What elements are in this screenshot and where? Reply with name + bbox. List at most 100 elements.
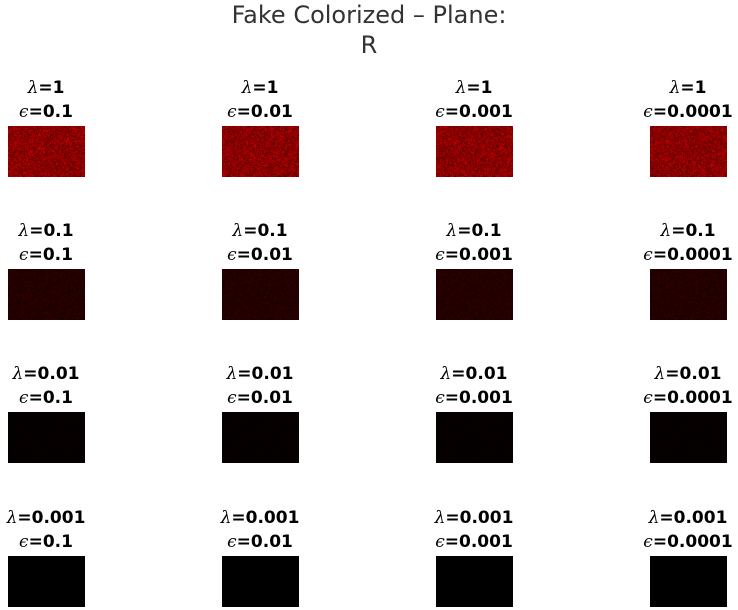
noise-tile <box>8 126 85 177</box>
lambda-equals: = <box>38 78 53 98</box>
epsilon-value: 0.01 <box>250 245 293 265</box>
epsilon-symbol: ϵ <box>435 102 445 122</box>
epsilon-equals: = <box>444 532 459 552</box>
epsilon-label: ϵ=0.0001 <box>643 388 732 408</box>
epsilon-equals: = <box>444 245 459 265</box>
noise-tile <box>8 269 85 320</box>
lambda-equals: = <box>17 508 32 528</box>
lambda-value: 0.001 <box>459 508 514 528</box>
lambda-symbol: λ <box>455 78 467 98</box>
noise-tile <box>222 412 299 463</box>
epsilon-symbol: ϵ <box>435 245 445 265</box>
lambda-symbol: λ <box>440 364 452 384</box>
lambda-value: 1 <box>266 78 279 98</box>
lambda-value: 0.001 <box>31 508 86 528</box>
noise-tile <box>650 556 727 607</box>
lambda-label: λ=1 <box>242 78 279 98</box>
lambda-label: λ=1 <box>670 78 707 98</box>
lambda-equals: = <box>451 364 466 384</box>
epsilon-symbol: ϵ <box>19 102 29 122</box>
epsilon-value: 0.1 <box>42 245 73 265</box>
epsilon-label: ϵ=0.01 <box>227 102 293 122</box>
epsilon-value: 0.001 <box>459 388 513 408</box>
lambda-equals: = <box>29 221 44 241</box>
lambda-symbol: λ <box>669 78 681 98</box>
epsilon-symbol: ϵ <box>227 532 237 552</box>
epsilon-symbol: ϵ <box>643 245 653 265</box>
epsilon-equals: = <box>28 388 43 408</box>
noise-tile <box>436 412 513 463</box>
lambda-symbol: λ <box>660 221 672 241</box>
lambda-symbol: λ <box>654 364 666 384</box>
epsilon-equals: = <box>236 245 251 265</box>
lambda-value: 0.001 <box>245 508 300 528</box>
epsilon-label: ϵ=0.01 <box>227 245 293 265</box>
lambda-label: λ=0.01 <box>13 364 80 384</box>
epsilon-value: 0.01 <box>250 388 293 408</box>
lambda-label: λ=0.01 <box>655 364 722 384</box>
epsilon-equals: = <box>28 102 43 122</box>
lambda-equals: = <box>680 78 695 98</box>
epsilon-value: 0.0001 <box>667 532 733 552</box>
title-line-2: R <box>360 31 378 59</box>
epsilon-label: ϵ=0.0001 <box>643 532 732 552</box>
lambda-equals: = <box>252 78 267 98</box>
epsilon-equals: = <box>444 388 459 408</box>
lambda-equals: = <box>665 364 680 384</box>
lambda-value: 0.001 <box>673 508 728 528</box>
epsilon-value: 0.1 <box>42 388 73 408</box>
epsilon-equals: = <box>652 388 668 408</box>
epsilon-equals: = <box>236 102 251 122</box>
epsilon-value: 0.1 <box>42 532 73 552</box>
lambda-equals: = <box>466 78 481 98</box>
epsilon-symbol: ϵ <box>435 532 445 552</box>
noise-tile <box>8 412 85 463</box>
lambda-value: 0.1 <box>685 221 716 241</box>
lambda-label: λ=0.1 <box>18 221 73 241</box>
epsilon-symbol: ϵ <box>643 102 653 122</box>
noise-tile <box>436 269 513 320</box>
epsilon-value: 0.01 <box>250 532 293 552</box>
lambda-label: λ=1 <box>456 78 493 98</box>
epsilon-value: 0.001 <box>459 245 513 265</box>
epsilon-value: 0.0001 <box>667 102 733 122</box>
lambda-equals: = <box>237 364 252 384</box>
lambda-symbol: λ <box>434 508 446 528</box>
epsilon-label: ϵ=0.0001 <box>643 102 732 122</box>
lambda-value: 1 <box>480 78 493 98</box>
lambda-symbol: λ <box>648 508 660 528</box>
epsilon-label: ϵ=0.0001 <box>643 245 732 265</box>
lambda-value: 1 <box>694 78 707 98</box>
lambda-equals: = <box>23 364 38 384</box>
lambda-label: λ=0.1 <box>232 221 287 241</box>
noise-tile <box>222 269 299 320</box>
epsilon-symbol: ϵ <box>19 388 29 408</box>
epsilon-equals: = <box>652 532 668 552</box>
lambda-label: λ=0.001 <box>649 508 728 528</box>
lambda-label: λ=0.01 <box>227 364 294 384</box>
epsilon-label: ϵ=0.1 <box>19 532 73 552</box>
lambda-symbol: λ <box>18 221 30 241</box>
lambda-equals: = <box>457 221 472 241</box>
epsilon-label: ϵ=0.001 <box>435 532 513 552</box>
lambda-value: 0.1 <box>43 221 74 241</box>
lambda-symbol: λ <box>241 78 253 98</box>
lambda-value: 0.01 <box>37 364 80 384</box>
noise-tile <box>650 126 727 177</box>
epsilon-symbol: ϵ <box>643 388 653 408</box>
lambda-label: λ=0.1 <box>446 221 501 241</box>
lambda-equals: = <box>671 221 686 241</box>
epsilon-label: ϵ=0.01 <box>227 388 293 408</box>
lambda-symbol: λ <box>232 221 244 241</box>
epsilon-label: ϵ=0.001 <box>435 102 513 122</box>
epsilon-symbol: ϵ <box>227 102 237 122</box>
lambda-equals: = <box>231 508 246 528</box>
noise-tile <box>436 126 513 177</box>
epsilon-equals: = <box>652 102 668 122</box>
epsilon-equals: = <box>444 102 459 122</box>
epsilon-value: 0.001 <box>459 102 513 122</box>
title-line-1: Fake Colorized – Plane: <box>231 1 507 29</box>
epsilon-value: 0.01 <box>250 102 293 122</box>
lambda-symbol: λ <box>446 221 458 241</box>
lambda-value: 1 <box>52 78 65 98</box>
